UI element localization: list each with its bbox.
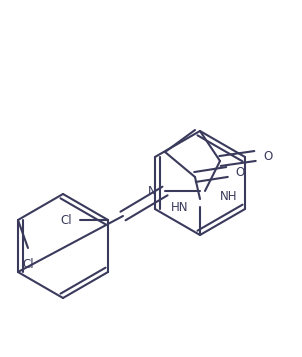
Text: NH: NH	[220, 190, 237, 202]
Text: Cl: Cl	[60, 213, 72, 226]
Text: O: O	[235, 166, 244, 178]
Text: O: O	[263, 150, 272, 162]
Text: HN: HN	[171, 201, 188, 213]
Text: Cl: Cl	[22, 258, 34, 271]
Text: N: N	[148, 185, 157, 197]
